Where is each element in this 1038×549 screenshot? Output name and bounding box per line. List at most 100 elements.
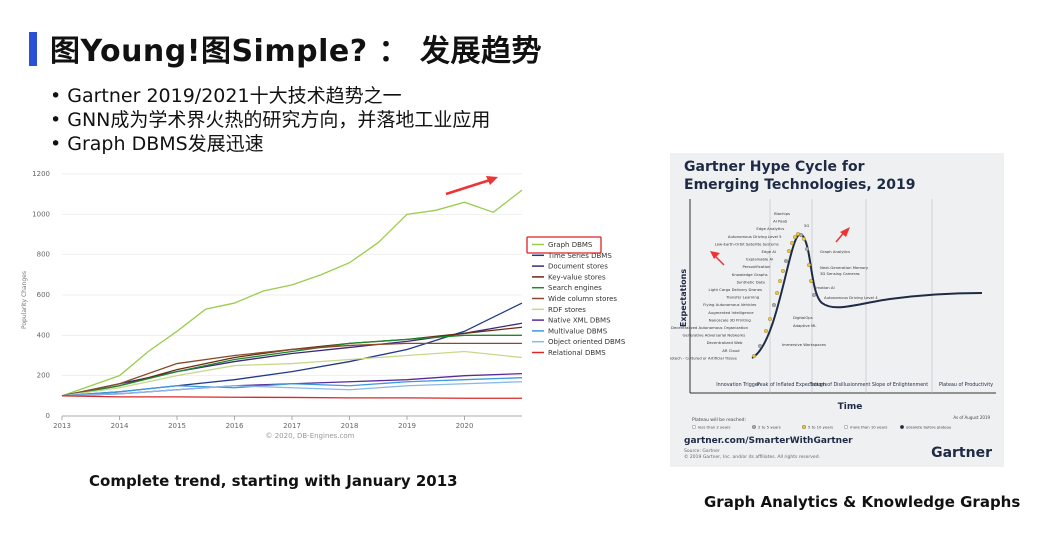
- plateau-legend-marker: [692, 425, 697, 430]
- hype-marker: [790, 241, 794, 245]
- hype-tech-label: Decentralized Web: [707, 340, 743, 345]
- y-tick-labels: 1200 1000 800 600 400 200 0: [32, 170, 50, 420]
- hype-marker: [799, 233, 803, 237]
- hype-marker: [809, 279, 813, 283]
- legend-label: Wide column stores: [548, 295, 617, 303]
- hype-tech-label: Immersive Workspaces: [782, 342, 826, 347]
- x-tick-label: 2013: [53, 422, 71, 430]
- y-tick-label: 600: [37, 291, 50, 299]
- hype-tech-label: Biotech - Cultured or Artificial Tissue: [670, 355, 737, 360]
- chart-legend: Graph DBMS Time Series DBMS Document store…: [532, 241, 626, 357]
- hype-marker: [805, 247, 809, 251]
- series-line: [61, 334, 522, 397]
- series-line: [61, 342, 522, 397]
- bullet-item: • Graph DBMS发展迅速: [50, 133, 264, 155]
- hype-tech-label: AR Cloud: [722, 348, 740, 353]
- bullet-list: • Gartner 2019/2021十大技术趋势之一 • GNN成为学术界火热…: [50, 84, 490, 156]
- plateau-legend-marker: [899, 425, 904, 430]
- x-tick-label: 2016: [226, 422, 244, 430]
- hype-tech-label: Low-Earth-Orbit Satellite Systems: [715, 241, 779, 246]
- x-tick-label: 2018: [341, 422, 359, 430]
- x-tick-label: 2017: [283, 422, 301, 430]
- legend-label: Search engines: [548, 284, 602, 292]
- hype-marker: [781, 269, 785, 273]
- hype-marker: [764, 329, 768, 333]
- hype-title-line1: Gartner Hype Cycle for: [684, 159, 865, 175]
- hype-tech-label: Transfer Learning: [725, 295, 760, 300]
- plateau-legend-label: obsolete before plateau: [906, 425, 952, 430]
- hype-phase-label: Trough of Disillusionment: [809, 382, 871, 388]
- legend-label: Object oriented DBMS: [548, 338, 626, 346]
- left-caption: Complete trend, starting with January 20…: [89, 472, 458, 490]
- hype-left-labels: Biochips AI PaaS Edge Analytics Autonomous …: [667, 211, 790, 360]
- legend-label: RDF stores: [548, 306, 586, 314]
- legend-label: Graph DBMS: [548, 241, 593, 249]
- right-caption: Graph Analytics & Knowledge Graphs: [704, 493, 1021, 511]
- hype-marker: [772, 303, 776, 307]
- hype-marker: [752, 354, 756, 358]
- series-line: [61, 381, 523, 397]
- hype-title-line2: Emerging Technologies, 2019: [684, 177, 916, 193]
- hype-tech-label: Explainable AI: [746, 257, 773, 262]
- plateau-legend-label: 2 to 5 years: [758, 425, 781, 430]
- x-tick-label: 2015: [168, 422, 186, 430]
- hype-marker: [775, 291, 779, 295]
- slide-title: 图Young!图Simple? ： 发展趋势: [50, 34, 542, 69]
- y-tick-label: 0: [46, 412, 50, 420]
- hype-marker: [768, 317, 772, 321]
- hype-tech-label: 5G: [804, 223, 809, 228]
- gartner-logo: Gartner: [931, 445, 992, 461]
- legend-label: Key-value stores: [548, 273, 606, 281]
- y-axis-label: Popularity Changes: [21, 271, 28, 329]
- chart-gridlines: [62, 173, 522, 417]
- y-tick-label: 1200: [32, 170, 50, 178]
- series-line: [61, 189, 523, 397]
- legend-label: Native XML DBMS: [548, 317, 611, 325]
- plateau-legend-marker: [801, 425, 806, 430]
- hype-tech-label: Emotion AI: [814, 285, 835, 290]
- hype-tech-label: Autonomous Driving Level 4: [824, 295, 878, 300]
- hype-tech-label: Decentralized Autonomous Organization: [671, 325, 749, 330]
- phase-dividers: [769, 199, 933, 393]
- hype-tech-label: Light Cargo Delivery Drones: [708, 287, 762, 292]
- hype-tech-label: Edge AI: [762, 249, 776, 254]
- x-tick-label: 2014: [111, 422, 129, 430]
- legend-label: Multivalue DBMS: [548, 327, 608, 335]
- hype-tech-label: 3D Sensing Cameras: [820, 271, 860, 276]
- hype-tech-label: Flying Autonomous Vehicles: [703, 302, 756, 307]
- hype-tech-label: Nanoscale 3D Printing: [709, 317, 752, 322]
- y-tick-label: 800: [37, 251, 50, 259]
- hype-tech-label: Personification: [742, 264, 770, 269]
- hype-tech-label: Adaptive ML: [793, 323, 817, 328]
- title-accent-bar: [29, 32, 37, 66]
- plateau-legend-label: 5 to 10 years: [808, 425, 833, 430]
- hype-marker: [802, 237, 806, 241]
- hype-tech-label: Edge Analytics: [756, 226, 784, 231]
- legend-highlight-box: [526, 236, 602, 254]
- legend-label: Document stores: [548, 263, 608, 271]
- gartner-source: Source: Gartner: [684, 448, 720, 454]
- hype-phase-label: Slope of Enlightenment: [872, 382, 928, 388]
- x-tick-label: 2020: [456, 422, 474, 430]
- gartner-hype-cycle-card: Gartner Hype Cycle for Emerging Technolo…: [667, 153, 1004, 467]
- plateau-legend-heading: Plateau will be reached:: [692, 417, 746, 423]
- hype-tech-label: AI PaaS: [773, 219, 788, 224]
- y-tick-label: 200: [37, 372, 50, 380]
- hype-tech-label: Generative Adversarial Networks: [683, 333, 746, 338]
- hype-tech-label: Biochips: [774, 211, 790, 216]
- y-tick-label: 400: [37, 331, 50, 339]
- trend-arrow: [445, 176, 498, 196]
- x-tick-labels: 2013 2014 2015 2016 2017 2018 2019 2020: [53, 416, 473, 430]
- plateau-legend-label: less than 2 years: [698, 425, 730, 430]
- hype-marker: [787, 249, 791, 253]
- as-of-date: As of August 2019: [953, 415, 990, 420]
- plateau-legend-marker: [843, 425, 848, 430]
- hype-phase-label: Innovation Trigger: [716, 382, 759, 388]
- chart-copyright: © 2020, DB-Engines.com: [265, 432, 354, 440]
- bullet-item: • GNN成为学术界火热的研究方向，并落地工业应用: [50, 109, 491, 131]
- gartner-url: gartner.com/SmarterWithGartner: [684, 436, 853, 446]
- hype-tech-label: Augmented Intelligence: [708, 310, 754, 315]
- plateau-legend-label: more than 10 years: [850, 425, 887, 430]
